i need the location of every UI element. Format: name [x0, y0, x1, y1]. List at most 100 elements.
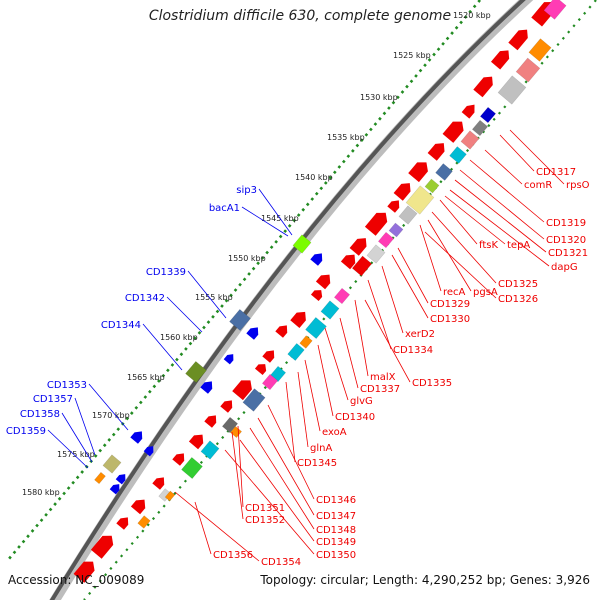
gene-arrow [73, 561, 95, 583]
gene-label-reverse: dapG [551, 262, 578, 273]
gene-box [377, 231, 395, 249]
label-connector [142, 323, 183, 371]
ruler-tick-label: 1550 kbp [228, 254, 266, 263]
gene-arrow [172, 453, 185, 466]
gene-box [471, 119, 489, 137]
gene-box [261, 373, 279, 391]
gene-label-reverse: CD1317 [536, 167, 576, 178]
gene-box [479, 106, 497, 124]
gene-label-forward: CD1353 [47, 380, 87, 391]
gene-box [181, 457, 203, 479]
label-connector [249, 427, 315, 530]
gene-box [366, 244, 386, 264]
gene-arrow [442, 121, 464, 143]
gene-box [543, 0, 567, 20]
gene-label-reverse: CD1325 [498, 279, 538, 290]
gene-label-forward: CD1344 [101, 320, 141, 331]
label-connector [239, 439, 315, 542]
gene-label-reverse: CD1351 [245, 503, 285, 514]
gene-label-reverse: CD1352 [245, 515, 285, 526]
gene-box [185, 361, 207, 383]
label-connector [444, 195, 506, 245]
label-connector [469, 159, 545, 223]
gene-arrow [130, 431, 143, 444]
gene-arrow [310, 290, 323, 302]
label-connector [297, 371, 309, 448]
label-connector [304, 359, 321, 432]
gene-box [305, 317, 327, 339]
label-connector [459, 169, 545, 240]
label-connector [499, 134, 535, 172]
ruler-tick-label: 1575 kbp [57, 450, 95, 459]
ruler-tick-label: 1560 kbp [160, 333, 198, 342]
gene-box [164, 490, 176, 502]
gene-box [200, 440, 220, 460]
gene-box [405, 185, 435, 215]
label-connector [439, 199, 478, 245]
gene-arrow [340, 254, 356, 270]
gene-box [388, 222, 404, 238]
gene-label-reverse: comR [524, 180, 552, 191]
gene-box [102, 454, 122, 474]
gene-arrow [115, 474, 126, 485]
gene-box [398, 205, 418, 225]
label-connector [381, 265, 404, 334]
label-connector [354, 299, 369, 377]
gene-box [351, 255, 373, 277]
label-connector [454, 179, 547, 253]
ruler-tick-label: 1580 kbp [22, 488, 60, 497]
label-connector [257, 417, 315, 516]
gene-label-reverse: CD1334 [393, 345, 433, 356]
gene-label-reverse: CD1346 [316, 495, 356, 506]
gene-arrow [393, 183, 411, 201]
ruler-tick-label: 1525 kbp [393, 51, 431, 60]
ruler-tick-label: 1530 kbp [360, 93, 398, 102]
ruler-tick-label: 1555 kbp [195, 293, 233, 302]
label-connector [449, 189, 550, 267]
genome-stats-text: Topology: circular; Length: 4,290,252 bp… [260, 573, 590, 587]
label-connector [61, 412, 93, 463]
label-connectors [47, 129, 565, 562]
gene-box [424, 178, 440, 194]
gene-box [137, 515, 151, 529]
label-connector [258, 188, 293, 236]
gene-label-reverse: CD1337 [360, 384, 400, 395]
gene-label-reverse: CD1350 [316, 550, 356, 561]
gene-box [320, 300, 340, 320]
gene-box [449, 146, 467, 164]
label-connector [88, 383, 129, 431]
gene-arrow [408, 162, 428, 183]
gene-arrow [473, 76, 493, 98]
gene-label-forward: CD1357 [33, 394, 73, 405]
gene-arrow [315, 274, 331, 290]
gene-label-forward: bacA1 [209, 203, 240, 214]
gene-label-reverse: CD1330 [430, 314, 470, 325]
label-connector [237, 425, 244, 508]
gene-box [528, 38, 552, 62]
label-connector [194, 501, 212, 555]
backbone [49, 0, 526, 600]
accession-text: Accession: NC_009089 [8, 573, 145, 587]
gene-label-reverse: CD1348 [316, 525, 356, 536]
gene-box [221, 416, 239, 434]
gene-label-reverse: CD1340 [335, 412, 375, 423]
gene-label-reverse: CD1354 [261, 557, 301, 568]
label-connector [484, 149, 523, 185]
gene-box [497, 75, 527, 105]
gene-arrow [143, 446, 154, 457]
gene-label-reverse: exoA [322, 427, 347, 438]
gene-label-reverse: glvG [350, 396, 373, 407]
gene-box [94, 471, 106, 485]
label-connector [509, 129, 565, 185]
gene-label-reverse: rpsO [566, 180, 590, 191]
gene-label-reverse: CD1319 [546, 218, 586, 229]
gene-label-reverse: CD1345 [297, 458, 337, 469]
label-connector [231, 431, 244, 520]
label-connector [419, 224, 442, 292]
label-connector [367, 279, 392, 350]
label-connector [285, 381, 296, 463]
gene-arrow [220, 400, 233, 413]
gene-box [229, 309, 251, 331]
gene-arrow [246, 327, 259, 340]
gene-label-forward: sip3 [236, 185, 257, 196]
